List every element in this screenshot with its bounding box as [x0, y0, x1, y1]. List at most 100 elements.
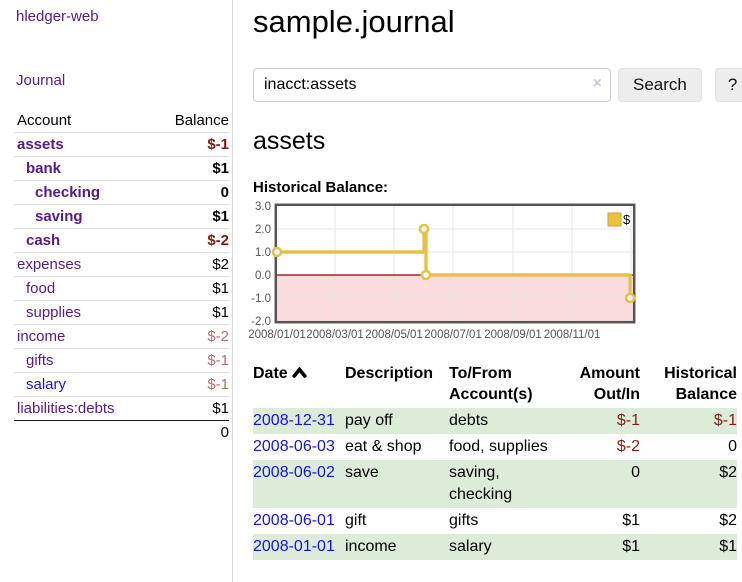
data-point-marker	[271, 246, 283, 258]
account-link-expenses[interactable]: expenses	[17, 256, 82, 273]
legend-label: $	[623, 212, 631, 227]
transaction-balance: $2	[719, 464, 737, 481]
page-title: sample.journal	[253, 4, 455, 39]
account-balance: $1	[212, 208, 229, 225]
account-row: food $1	[14, 276, 229, 301]
account-link-supplies[interactable]: supplies	[26, 304, 82, 321]
y-axis-tick-label: 2.0	[255, 224, 271, 236]
account-row: income $-2	[14, 324, 229, 349]
sort-ascending-icon	[292, 367, 307, 378]
account-balance: $1	[212, 280, 229, 297]
data-point-marker	[420, 269, 432, 281]
account-row: checking 0	[14, 180, 229, 205]
transaction-amount: $-1	[616, 412, 640, 429]
historical-balance-chart: $3.0 2.0 1.0 0.0 -1.0 -2.0 2008/01/01 2008/03/0…	[245, 201, 742, 343]
account-row: assets $-1	[14, 132, 229, 157]
account-link-salary[interactable]: salary	[26, 376, 67, 393]
account-link-cash[interactable]: cash	[26, 232, 61, 249]
register-row: 2008-06-01 gift gifts $1 $2	[253, 508, 737, 534]
transaction-accounts: debts	[449, 412, 489, 429]
register-row: 2008-12-31 pay off debts $-1 $-1	[253, 408, 737, 434]
sidebar-item-journal[interactable]: Journal	[16, 72, 66, 89]
transaction-description: eat & shop	[345, 438, 422, 455]
accounts-table: Account Balance assets $-1 bank $1 checking 0…	[14, 110, 229, 444]
transaction-description: pay off	[345, 412, 393, 429]
account-heading: assets	[253, 127, 326, 155]
register-header-historical: Historical Balance	[664, 365, 737, 403]
search-input[interactable]	[253, 68, 611, 102]
transaction-date-link[interactable]: 2008-06-03	[253, 438, 335, 455]
account-row: expenses $2	[14, 252, 229, 277]
account-row: salary $-1	[14, 372, 229, 397]
account-balance: $-2	[207, 232, 229, 249]
data-point-marker	[418, 223, 430, 235]
transaction-date-link[interactable]: 2008-12-31	[253, 412, 335, 429]
account-balance: $1	[212, 160, 229, 177]
register-table: Date Description To/From Account(s) Amount …	[253, 362, 737, 560]
transaction-description: save	[345, 464, 379, 481]
transaction-amount: $-2	[616, 438, 640, 455]
account-balance: $-1	[207, 352, 229, 369]
legend-swatch	[607, 212, 622, 227]
transaction-date-link[interactable]: 2008-01-01	[253, 538, 335, 555]
transaction-balance: $1	[719, 538, 737, 555]
transaction-accounts: salary	[449, 538, 492, 555]
register-row: 2008-06-03 eat & shop food, supplies $-2 0	[253, 434, 737, 460]
account-link-assets[interactable]: assets	[17, 136, 64, 153]
register-header-description: Description	[345, 365, 434, 382]
account-row: supplies $1	[14, 300, 229, 325]
account-balance: $2	[212, 256, 229, 273]
account-row: saving $1	[14, 204, 229, 229]
main-content: sample.journal × Search ? assets Histori…	[248, 0, 742, 560]
transaction-description: gift	[345, 512, 367, 529]
transaction-amount: 0	[631, 464, 640, 481]
transaction-date-link[interactable]: 2008-06-02	[253, 464, 335, 481]
y-axis-tick-label: 1.0	[255, 247, 271, 259]
account-balance: 0	[220, 184, 229, 201]
account-row: bank $1	[14, 156, 229, 181]
search-button[interactable]: Search	[618, 68, 702, 102]
register-header-amount: Amount Out/In	[579, 365, 640, 403]
plot-border	[274, 203, 636, 324]
account-link-bank[interactable]: bank	[26, 160, 62, 177]
help-button[interactable]: ?	[714, 68, 742, 102]
x-axis-tick-label: 2008/07/01	[424, 329, 482, 341]
register-row: 2008-06-02 save saving, checking 0 $2	[253, 460, 737, 508]
account-balance: $-1	[207, 376, 229, 393]
y-axis-tick-label: 3.0	[255, 201, 271, 213]
account-row: gifts $-1	[14, 348, 229, 373]
y-axis-tick-label: -1.0	[251, 293, 271, 305]
accounts-total-balance: 0	[220, 424, 229, 441]
data-point-marker	[624, 292, 636, 304]
accounts-header-account: Account	[17, 112, 72, 129]
sidebar: hledger-web Journal Account Balance asse…	[0, 0, 233, 582]
accounts-total-row: 0	[14, 420, 229, 445]
account-link-saving[interactable]: saving	[35, 208, 83, 225]
transaction-balance: 0	[728, 438, 737, 455]
clear-search-icon[interactable]: ×	[592, 75, 602, 92]
transaction-accounts: food, supplies	[449, 438, 548, 455]
brand-link[interactable]: hledger-web	[16, 8, 99, 25]
chart-title: Historical Balance:	[253, 179, 389, 196]
transaction-date-link[interactable]: 2008-06-01	[253, 512, 335, 529]
account-link-checking[interactable]: checking	[35, 184, 101, 201]
x-axis-tick-label: 2008/11/01	[544, 329, 601, 341]
transaction-description: income	[345, 538, 397, 555]
transaction-balance: $-1	[713, 412, 737, 429]
account-balance: $1	[212, 400, 229, 417]
account-balance: $-2	[207, 328, 229, 345]
accounts-header-balance: Balance	[174, 112, 229, 129]
register-row: 2008-01-01 income salary $1 $1	[253, 534, 737, 560]
x-axis-tick-label: 2008/05/01	[365, 329, 423, 341]
register-header-date[interactable]: Date	[253, 362, 345, 408]
account-link-gifts[interactable]: gifts	[26, 352, 54, 369]
x-axis-tick-label: 2008/01/01	[248, 329, 306, 341]
account-row: liabilities:debts $1	[14, 396, 229, 421]
account-link-food[interactable]: food	[26, 280, 56, 297]
transaction-balance: $2	[719, 512, 737, 529]
register-header-to-from: To/From Account(s)	[449, 365, 533, 403]
transaction-amount: $1	[622, 512, 640, 529]
account-link-liabilities-debts[interactable]: liabilities:debts	[17, 400, 115, 417]
account-link-income[interactable]: income	[17, 328, 66, 345]
